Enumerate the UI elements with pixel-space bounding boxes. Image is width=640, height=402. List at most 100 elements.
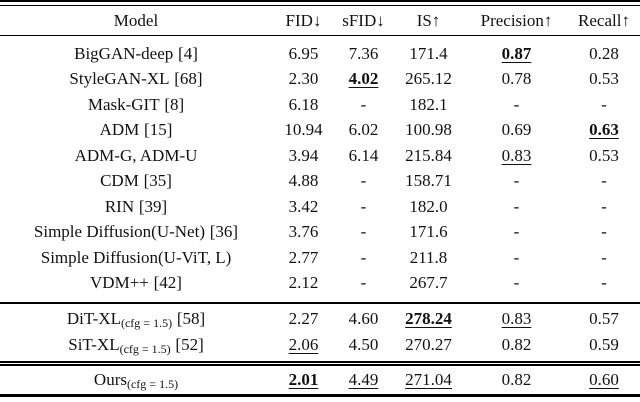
- recall-cell: 0.63: [568, 120, 640, 140]
- precision-cell: -: [465, 222, 568, 242]
- precision-value: 0.87: [501, 43, 532, 63]
- recall-cell: 0.53: [568, 69, 640, 89]
- recall-value: -: [601, 94, 607, 114]
- table-row: ADM [15] 10.94 6.02 100.98 0.69 0.63: [0, 118, 640, 144]
- sfid-cell: -: [335, 248, 392, 268]
- precision-value: 0.83: [501, 145, 532, 165]
- fid-value: 3.94: [288, 145, 319, 165]
- is-cell: 100.98: [392, 120, 465, 140]
- is-value: 182.1: [409, 94, 448, 114]
- fid-value: 2.06: [288, 335, 319, 354]
- fid-cell: 6.95: [272, 44, 335, 64]
- precision-cell: -: [465, 248, 568, 268]
- sfid-value: 4.60: [348, 309, 379, 328]
- table-row: Simple Diffusion(U-ViT, L) 2.77 - 211.8 …: [0, 245, 640, 271]
- header-precision: Precision↑: [480, 10, 553, 30]
- is-cell: 267.7: [392, 273, 465, 293]
- fid-cell: 2.06: [272, 335, 335, 355]
- fid-cell: 4.88: [272, 171, 335, 191]
- sfid-cell: 6.02: [335, 120, 392, 140]
- fid-value: 2.77: [288, 247, 319, 267]
- sfid-cell: 7.36: [335, 44, 392, 64]
- precision-value: 0.82: [501, 370, 532, 389]
- recall-value: 0.28: [589, 43, 619, 63]
- fid-cell: 3.42: [272, 197, 335, 217]
- model-subscript: (cfg = 1.5): [126, 377, 179, 391]
- model-cell: RIN [39]: [0, 197, 272, 217]
- is-cell: 171.6: [392, 222, 465, 242]
- sfid-cell: 4.49: [335, 370, 392, 390]
- precision-cell: -: [465, 197, 568, 217]
- is-value: 271.04: [405, 370, 452, 389]
- sfid-value: -: [360, 222, 367, 242]
- is-value: 265.12: [405, 69, 452, 89]
- top-rule-inner: [0, 5, 640, 6]
- is-cell: 182.0: [392, 197, 465, 217]
- bottom-rule: [0, 394, 640, 397]
- model-name: SiT-XL: [68, 335, 120, 354]
- table-row: StyleGAN-XL [68] 2.30 4.02 265.12 0.78 0.…: [0, 67, 640, 93]
- sfid-value: 6.02: [348, 120, 379, 140]
- recall-value: 0.59: [589, 335, 619, 354]
- table-row: ADM-G, ADM-U 3.94 6.14 215.84 0.83 0.53: [0, 143, 640, 169]
- fid-value: 4.88: [288, 171, 319, 191]
- is-cell: 271.04: [392, 370, 465, 390]
- fid-cell: 6.18: [272, 95, 335, 115]
- fid-cell: 2.77: [272, 248, 335, 268]
- recall-cell: 0.53: [568, 146, 640, 166]
- table-header-row: Model FID↓ sFID↓ IS↑ Precision↑ Recall↑: [0, 6, 640, 35]
- citation-ref: [15]: [144, 120, 173, 140]
- is-cell: 265.12: [392, 69, 465, 89]
- header-sfid: sFID↓: [342, 10, 385, 30]
- model-cell: ADM [15]: [0, 120, 272, 140]
- recall-value: 0.53: [589, 145, 619, 165]
- precision-value: -: [513, 94, 520, 114]
- header-is: IS↑: [416, 10, 441, 30]
- fid-value: 2.30: [288, 69, 319, 89]
- is-cell: 270.27: [392, 335, 465, 355]
- ours-separator-double-rule: [0, 361, 640, 366]
- model-cell: CDM [35]: [0, 171, 272, 191]
- model-name: RIN: [104, 196, 135, 216]
- model-cell: Ours(cfg = 1.5): [0, 370, 272, 391]
- model-cell: SiT-XL(cfg = 1.5) [52]: [0, 335, 272, 356]
- precision-cell: 0.83: [465, 146, 568, 166]
- precision-value: -: [513, 247, 520, 267]
- model-name: Simple Diffusion(U-ViT, L): [40, 247, 232, 267]
- is-cell: 158.71: [392, 171, 465, 191]
- sfid-value: -: [360, 171, 367, 191]
- fid-cell: 10.94: [272, 120, 335, 140]
- sfid-cell: -: [335, 171, 392, 191]
- fid-value: 2.01: [288, 370, 319, 389]
- precision-cell: -: [465, 273, 568, 293]
- model-name: BigGAN-deep: [74, 43, 174, 63]
- citation-ref: [52]: [175, 335, 204, 354]
- is-value: 278.24: [405, 309, 452, 328]
- citation-ref: [39]: [138, 196, 168, 216]
- precision-value: 0.78: [501, 69, 532, 89]
- model-cell: BigGAN-deep [4]: [0, 44, 272, 64]
- is-value: 182.0: [409, 196, 448, 216]
- fid-value: 10.94: [284, 120, 323, 140]
- model-name: StyleGAN-XL: [69, 69, 170, 89]
- recall-cell: -: [568, 222, 640, 242]
- model-name: VDM++: [90, 273, 149, 293]
- model-name: DiT-XL: [66, 309, 121, 328]
- is-value: 171.4: [409, 43, 448, 63]
- model-cell: Simple Diffusion(U-Net) [36]: [0, 222, 272, 242]
- fid-cell: 2.12: [272, 273, 335, 293]
- citation-ref: [36]: [209, 222, 239, 242]
- fid-cell: 2.01: [272, 370, 335, 390]
- recall-value: 0.63: [589, 120, 619, 140]
- model-name: ADM-G, ADM-U: [74, 145, 198, 165]
- header-rule: [0, 35, 640, 36]
- model-cell: Mask-GIT [8]: [0, 95, 272, 115]
- citation-ref: [35]: [143, 171, 172, 191]
- sfid-cell: 4.02: [335, 69, 392, 89]
- fid-value: 6.95: [288, 43, 319, 63]
- fid-cell: 2.27: [272, 309, 335, 329]
- is-cell: 215.84: [392, 146, 465, 166]
- sfid-value: -: [360, 247, 367, 267]
- recall-value: 0.57: [589, 309, 619, 328]
- recall-cell: -: [568, 197, 640, 217]
